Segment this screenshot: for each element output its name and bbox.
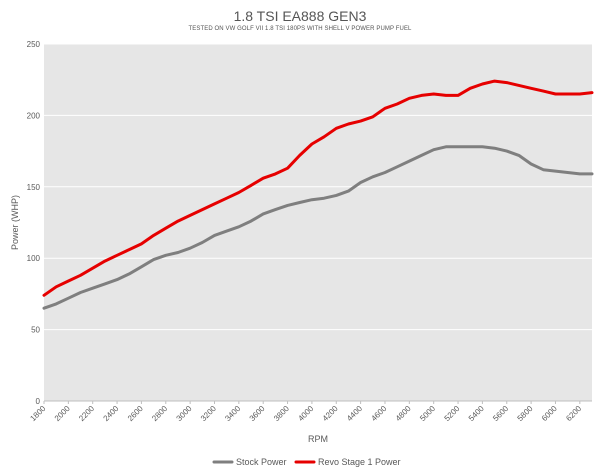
series-line-revo-stage-1-power: [42, 79, 594, 297]
x-tick-label: 5800: [516, 404, 535, 423]
x-tick-label: 4800: [394, 404, 413, 423]
x-tick-label: 6000: [540, 404, 559, 423]
x-tick-label: 3200: [199, 404, 218, 423]
chart-subtitle: TESTED ON VW GOLF VII 1.8 TSI 180PS WITH…: [188, 26, 412, 32]
x-tick-label: 5600: [491, 404, 510, 423]
x-tick-label: 4000: [296, 404, 315, 423]
x-tick-label: 2400: [102, 404, 121, 423]
x-tick-label: 3000: [175, 404, 194, 423]
x-tick-label: 4400: [345, 404, 364, 423]
legend-label: Revo Stage 1 Power: [318, 457, 401, 467]
x-tick-label: 5400: [467, 404, 486, 423]
x-tick-label: 2800: [150, 404, 169, 423]
x-tick-label: 1800: [28, 404, 47, 423]
x-tick-label: 2600: [126, 404, 145, 423]
series-line-stock-power: [42, 145, 594, 310]
y-tick-label: 0: [36, 397, 41, 406]
x-tick-label: 5000: [418, 404, 437, 423]
y-tick-label: 100: [27, 254, 41, 263]
x-tick-label: 3600: [248, 404, 267, 423]
x-tick-label: 3800: [272, 404, 291, 423]
x-tick-label: 2200: [77, 404, 96, 423]
x-tick-label: 3400: [223, 404, 242, 423]
y-tick-label: 150: [27, 183, 41, 192]
y-tick-label: 50: [31, 326, 40, 335]
x-tick-label: 6200: [564, 404, 583, 423]
x-tick-label: 4600: [369, 404, 388, 423]
legend-label: Stock Power: [236, 457, 287, 467]
x-axis-label: RPM: [308, 434, 328, 444]
y-axis-label: Power (WHP): [10, 195, 20, 250]
y-tick-label: 250: [27, 40, 41, 49]
x-tick-label: 5200: [443, 404, 462, 423]
chart-title: 1.8 TSI EA888 GEN3: [233, 8, 367, 24]
x-tick-label: 4200: [321, 404, 340, 423]
x-tick-label: 2000: [53, 404, 72, 423]
plot-area: [44, 44, 592, 401]
y-tick-label: 200: [27, 111, 41, 120]
